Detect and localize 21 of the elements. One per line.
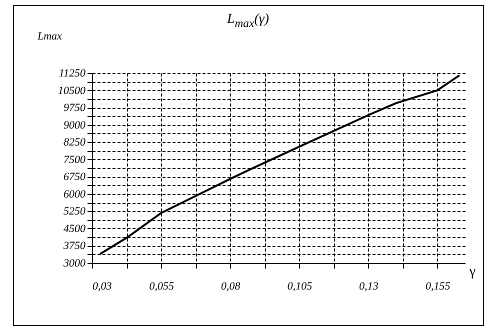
y-tick-label: 6000 xyxy=(64,188,86,200)
y-tick-label: 3750 xyxy=(62,240,86,252)
y-tick-label: 4500 xyxy=(64,222,86,235)
y-tick-label: 10500 xyxy=(58,84,86,97)
x-tick-label: 0,13 xyxy=(359,280,379,292)
x-tick-label: 0,055 xyxy=(149,280,174,292)
y-tick-label: 3000 xyxy=(62,258,86,270)
y-tick-label: 8250 xyxy=(64,136,86,149)
x-tick-label: 0,03 xyxy=(92,280,112,292)
y-tick-label: 5250 xyxy=(64,206,86,218)
y-tick-label: 11250 xyxy=(58,68,86,80)
y-tick-label: 9000 xyxy=(64,119,86,132)
y-tick-label: 6750 xyxy=(64,171,86,184)
y-axis-title: Lmax xyxy=(36,30,62,42)
x-tick-label: 0,155 xyxy=(425,280,451,292)
y-tick-label: 9750 xyxy=(64,102,86,114)
y-tick-label: 7500 xyxy=(64,154,86,166)
x-tick-label: 0,08 xyxy=(221,280,241,292)
x-axis-title: γ xyxy=(468,264,476,280)
x-tick-label: 0,105 xyxy=(287,280,313,292)
chart-title: L$_{max}$(γ) xyxy=(226,12,270,30)
